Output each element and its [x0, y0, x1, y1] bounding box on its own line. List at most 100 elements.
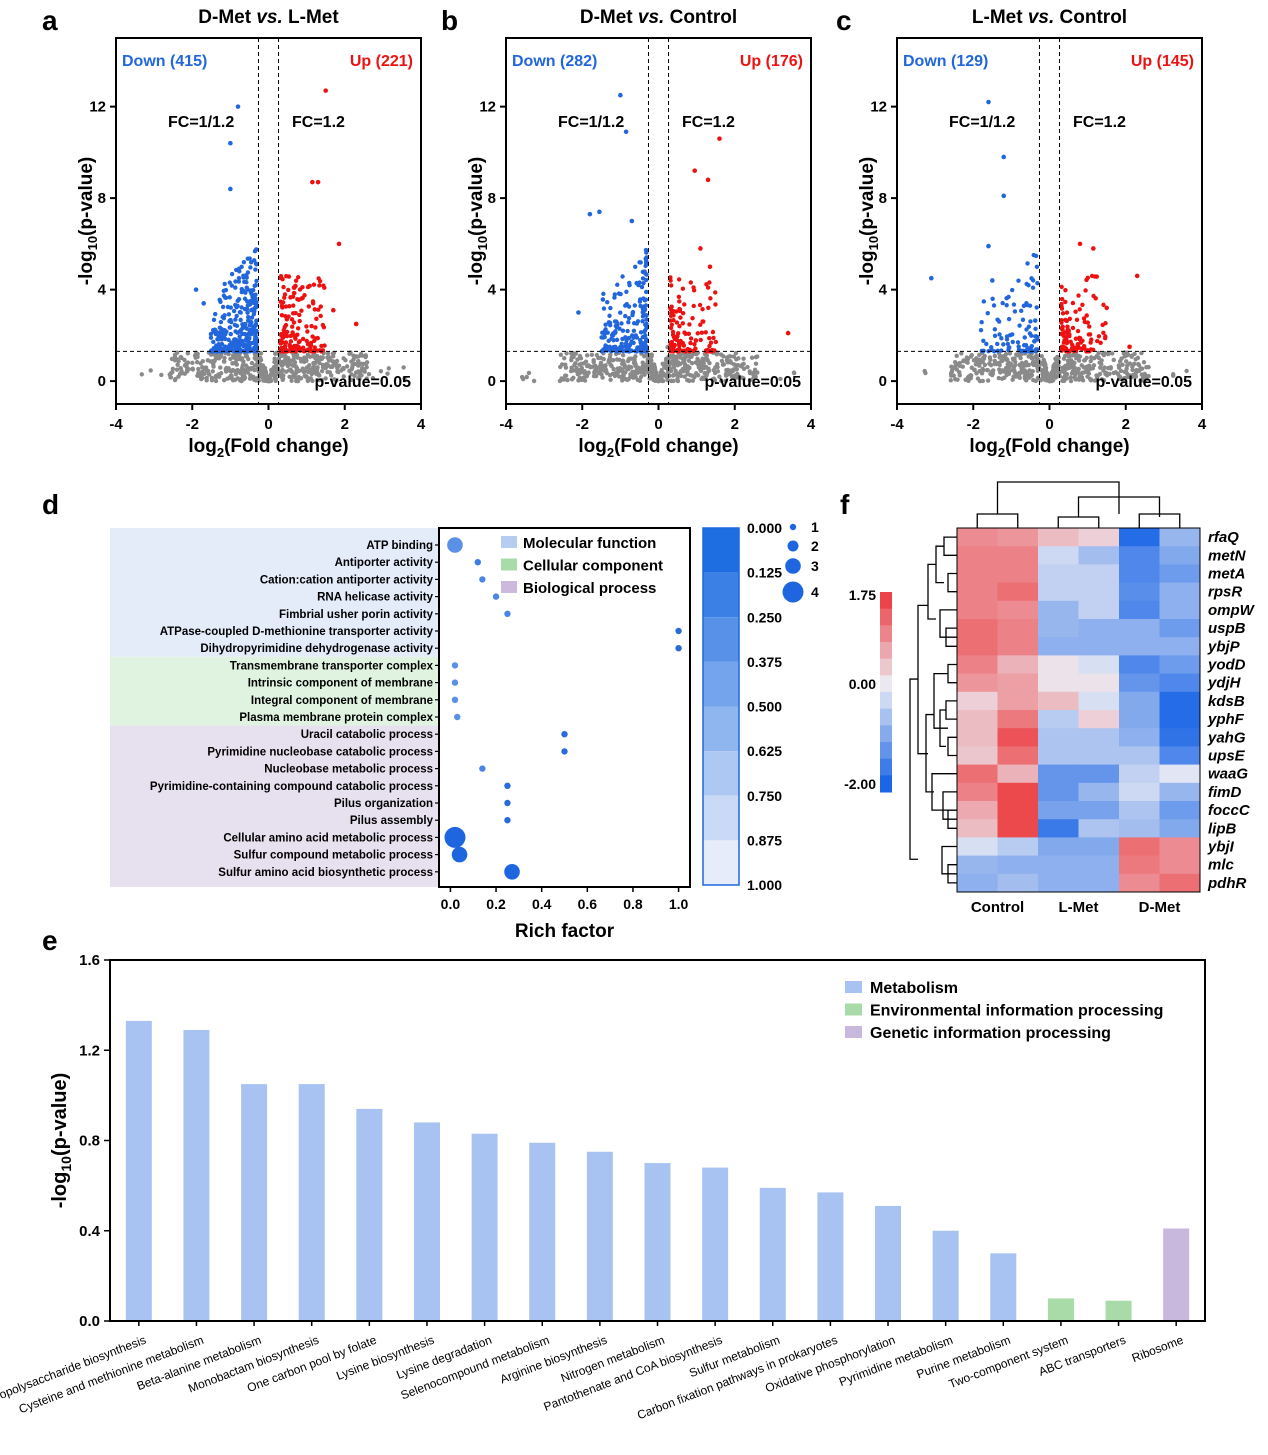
point-up: [290, 324, 295, 329]
point-down: [986, 243, 991, 249]
point-ns: [672, 354, 677, 359]
heatmap-cell: [1119, 746, 1160, 766]
up-count: Up (176): [740, 53, 803, 70]
point-ns: [711, 376, 717, 381]
heatmap-cell: [957, 782, 998, 802]
point-down: [1016, 278, 1021, 283]
point-down: [227, 318, 233, 323]
point-down: [244, 272, 249, 278]
point-down: [978, 327, 984, 333]
kegg-legend-label: Environmental information processing: [870, 1003, 1163, 1020]
point-ns: [723, 378, 729, 384]
point-down: [241, 343, 246, 349]
point-ns: [1124, 366, 1129, 372]
gene-label: yphF: [1207, 711, 1245, 728]
heatmap-cell: [957, 728, 998, 747]
heatmap-cell: [1038, 746, 1079, 766]
point-ns: [1017, 375, 1022, 381]
point-ns: [633, 363, 638, 369]
point-down: [640, 276, 646, 281]
heatmap-scale-cell: [880, 592, 892, 610]
heatmap-cell: [1119, 637, 1160, 656]
heatmap-cell: [1159, 819, 1201, 838]
volcano-title: D-Met vs. L-Met: [198, 7, 339, 28]
point-down: [1012, 309, 1018, 314]
point-down: [631, 320, 637, 326]
heatmap-cell: [1119, 655, 1160, 675]
point-ns: [175, 362, 180, 367]
point-ns: [336, 369, 341, 375]
go-dot: [561, 748, 568, 755]
point-down: [211, 317, 217, 323]
point-down: [240, 338, 245, 344]
panel-letter-d: d: [42, 489, 59, 520]
point-down: [217, 297, 222, 303]
point-up: [316, 276, 321, 281]
point-down: [242, 306, 248, 312]
point-down: [254, 338, 259, 344]
heatmap-cell: [1078, 600, 1120, 620]
point-down: [208, 331, 214, 337]
point-ns: [285, 362, 291, 367]
x-tick-label: 2: [341, 416, 349, 433]
go-dot: [675, 627, 682, 635]
point-ns: [402, 376, 407, 381]
point-down: [603, 346, 608, 352]
heatmap-scale-cell: [880, 775, 892, 793]
point-up: [1059, 326, 1065, 331]
point-ns: [596, 370, 601, 376]
point-ns: [359, 373, 364, 378]
point-down: [607, 313, 612, 318]
group-label: Control: [971, 899, 1024, 916]
point-up: [1084, 313, 1089, 318]
colorbar-cell: [703, 751, 739, 796]
point-down: [211, 346, 216, 351]
point-down: [248, 341, 253, 347]
point-down: [630, 309, 636, 315]
point-ns: [182, 357, 187, 363]
point-ns: [1007, 351, 1013, 356]
point-ns: [684, 353, 690, 359]
heatmap-cell: [1159, 764, 1201, 784]
point-ns: [207, 372, 212, 377]
point-down: [215, 345, 220, 350]
go-legend-swatch: [501, 581, 517, 593]
point-ns: [557, 378, 563, 384]
point-up: [1059, 301, 1064, 307]
point-down: [237, 334, 242, 339]
point-up: [1079, 346, 1084, 352]
go-dot: [444, 826, 466, 848]
point-ns: [1039, 353, 1044, 359]
point-ns: [1031, 377, 1036, 383]
colorbar-cell: [703, 528, 739, 573]
point-up: [713, 339, 719, 345]
heatmap-cell: [1119, 582, 1160, 602]
point-ns: [359, 365, 365, 371]
point-ns: [343, 358, 348, 363]
point-down: [201, 301, 206, 306]
point-ns: [204, 378, 209, 383]
point-ns: [329, 373, 334, 378]
point-down: [241, 259, 247, 265]
point-down: [1028, 319, 1033, 324]
point-up: [320, 322, 326, 328]
heatmap-cell: [1159, 801, 1201, 820]
point-down: [1015, 340, 1021, 345]
point-ns: [305, 377, 310, 382]
point-up: [1060, 311, 1066, 316]
heatmap-cell: [997, 728, 1039, 747]
point-ns: [741, 356, 746, 361]
point-down: [220, 304, 226, 310]
point-up: [1076, 293, 1081, 298]
point-ns: [316, 378, 321, 383]
heatmap-scale-cell: [880, 658, 892, 676]
point-ns: [589, 352, 595, 358]
point-ns: [350, 363, 355, 368]
point-ns: [974, 356, 979, 361]
point-ns: [1099, 377, 1105, 382]
point-down: [636, 282, 641, 288]
colorbar-tick-label: 0.750: [747, 788, 782, 804]
point-ns: [982, 362, 988, 368]
go-term-label: Intrinsic component of membrane: [248, 678, 433, 690]
point-up: [1059, 320, 1064, 325]
